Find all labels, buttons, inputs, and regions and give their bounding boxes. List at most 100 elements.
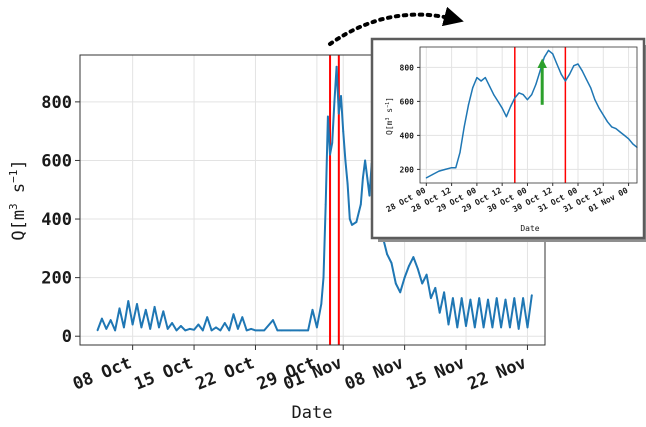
data-point xyxy=(456,326,459,329)
data-point xyxy=(539,70,541,72)
x-tick-label: 08 Nov xyxy=(342,353,406,395)
data-point xyxy=(342,130,345,133)
data-point xyxy=(526,326,529,329)
data-point xyxy=(460,297,463,300)
data-point xyxy=(307,329,310,332)
data-point xyxy=(386,253,388,256)
data-point xyxy=(451,167,453,169)
data-point xyxy=(500,326,503,329)
main-x-axis-label: Date xyxy=(292,403,333,423)
data-point xyxy=(179,325,182,327)
inset-y-ticks: 200 400 600 800 xyxy=(400,63,420,174)
data-point xyxy=(509,105,512,108)
data-point xyxy=(298,329,301,332)
data-point xyxy=(333,100,336,103)
data-point xyxy=(403,276,406,279)
data-point xyxy=(455,167,457,169)
data-point xyxy=(162,310,165,313)
data-point xyxy=(223,322,226,324)
y-tick-label: 600 xyxy=(400,97,415,106)
data-point xyxy=(598,107,600,109)
data-point xyxy=(366,177,369,179)
data-point xyxy=(263,329,266,332)
data-point xyxy=(522,297,524,300)
y-tick-label: 600 xyxy=(41,151,72,171)
data-point xyxy=(272,319,274,322)
data-point xyxy=(564,80,566,82)
data-point xyxy=(118,307,121,310)
data-point xyxy=(469,298,472,301)
data-point xyxy=(556,63,558,65)
data-point xyxy=(535,83,537,85)
y-tick-label: 400 xyxy=(41,210,72,230)
data-point xyxy=(258,329,261,332)
data-point xyxy=(364,159,367,162)
data-point xyxy=(573,65,575,67)
data-point xyxy=(627,138,630,140)
data-point xyxy=(514,97,516,99)
data-point xyxy=(109,319,112,322)
y-tick-label: 800 xyxy=(400,63,415,72)
data-point xyxy=(421,282,424,285)
data-point xyxy=(430,297,432,300)
data-point xyxy=(615,128,617,130)
data-point xyxy=(632,143,634,145)
data-point xyxy=(577,63,579,65)
data-point xyxy=(245,329,248,332)
data-point xyxy=(390,262,393,264)
data-point xyxy=(484,77,486,79)
data-point xyxy=(346,182,349,185)
inset-background xyxy=(370,37,646,240)
data-point xyxy=(473,326,476,329)
x-tick-label: 15 Oct xyxy=(131,353,195,395)
x-tick-label: 08 Oct xyxy=(70,353,134,395)
y-tick-label: 200 xyxy=(41,269,72,289)
inset-x-axis-label: Date xyxy=(520,224,539,233)
data-point xyxy=(158,326,160,329)
data-point xyxy=(517,327,520,330)
data-point xyxy=(228,329,231,332)
data-point xyxy=(96,329,99,332)
data-point xyxy=(210,329,213,332)
data-point xyxy=(201,329,204,332)
data-point xyxy=(606,121,609,123)
data-point xyxy=(619,131,621,133)
data-point xyxy=(432,173,434,176)
data-point xyxy=(289,329,292,332)
data-point xyxy=(530,294,533,297)
data-point xyxy=(488,85,491,87)
data-point xyxy=(362,177,364,179)
data-point xyxy=(412,256,415,259)
data-point xyxy=(416,267,419,270)
data-point xyxy=(368,194,371,197)
data-point xyxy=(463,126,465,128)
y-tick-label: 800 xyxy=(41,93,72,113)
data-point xyxy=(326,115,329,118)
series-line xyxy=(96,65,533,332)
data-point xyxy=(560,73,562,75)
data-point xyxy=(482,326,485,329)
callout-arrow xyxy=(328,6,464,46)
data-point xyxy=(451,297,454,300)
data-point xyxy=(590,87,592,89)
data-point xyxy=(509,326,511,329)
data-point xyxy=(581,70,583,72)
data-point xyxy=(476,77,478,79)
x-tick-label: 15 Nov xyxy=(403,353,467,395)
data-point xyxy=(438,311,441,314)
data-point xyxy=(344,159,347,162)
data-point xyxy=(497,100,499,102)
data-point xyxy=(478,297,481,300)
data-point xyxy=(131,323,134,326)
data-point xyxy=(254,329,257,332)
data-point xyxy=(127,300,130,302)
data-point xyxy=(493,94,495,96)
data-point xyxy=(315,326,318,329)
data-point xyxy=(250,327,252,330)
x-tick-label: 22 Nov xyxy=(465,353,529,395)
inset-plot-frame xyxy=(419,46,638,184)
data-point xyxy=(552,53,554,55)
data-point xyxy=(355,221,358,223)
